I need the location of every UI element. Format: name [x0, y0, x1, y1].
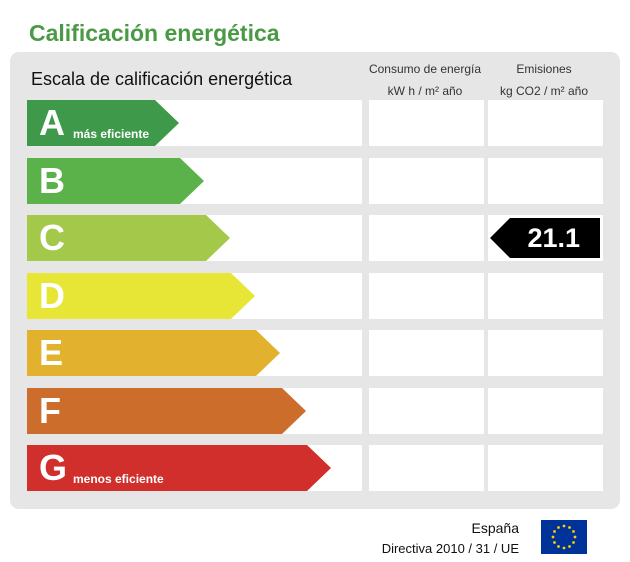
consumption-header-line1: Consumo de energía — [368, 62, 482, 76]
footer-directive: Directiva 2010 / 31 / UE — [381, 541, 519, 556]
grade-sublabel-g: menos eficiente — [73, 472, 164, 486]
emissions-header-line1: Emisiones — [516, 62, 572, 76]
grade-row-b: B — [27, 158, 362, 204]
consumption-cell-b — [369, 158, 484, 204]
grade-letter-g: G — [39, 447, 68, 488]
emissions-rating-value: 21.1 — [527, 223, 580, 253]
grade-letter-c: C — [39, 217, 65, 258]
grade-row-d: D — [27, 273, 362, 319]
emissions-cell-a — [488, 100, 603, 146]
consumption-cell-a — [369, 100, 484, 146]
scale-heading: Escala de calificación energética — [31, 69, 293, 89]
emissions-cell-f — [488, 388, 603, 434]
grade-row-e: E — [27, 330, 362, 376]
emissions-column-header: Emisiones kg CO2 / m² año — [485, 58, 603, 102]
eu-flag-icon — [541, 520, 587, 554]
grade-arrow-a: A más eficiente — [27, 100, 179, 146]
grade-arrow-g: G menos eficiente — [27, 445, 331, 491]
emissions-header-units: kg CO2 / m² año — [499, 84, 589, 98]
page-title: Calificación energética — [29, 20, 280, 46]
grade-letter-e: E — [39, 332, 64, 373]
grade-arrow-f: F — [27, 388, 306, 434]
grade-letter-f: F — [39, 390, 61, 431]
consumption-cell-c — [369, 215, 484, 261]
consumption-cell-f — [369, 388, 484, 434]
grade-sublabel-a: más eficiente — [73, 127, 150, 141]
footer-country: España — [471, 520, 519, 536]
consumption-column-header: Consumo de energía kW h / m² año — [366, 58, 484, 102]
grade-row-f: F — [27, 388, 362, 434]
emissions-cell-d — [488, 273, 603, 319]
consumption-cell-d — [369, 273, 484, 319]
emissions-cell-g — [488, 445, 603, 491]
grade-arrow-d: D — [27, 273, 255, 319]
grade-arrow-b: B — [27, 158, 204, 204]
grade-row-a: A más eficiente — [27, 100, 362, 146]
consumption-cell-e — [369, 330, 484, 376]
grade-arrow-c: C — [27, 215, 230, 261]
grade-row-c: C — [27, 215, 362, 261]
emissions-cell-c: 21.1 — [488, 215, 603, 261]
emissions-cell-e — [488, 330, 603, 376]
eu-flag-stars — [551, 524, 577, 550]
grade-row-g: G menos eficiente — [27, 445, 362, 491]
grade-letter-b: B — [39, 160, 65, 201]
consumption-header-units: kW h / m² año — [387, 84, 463, 98]
consumption-cell-g — [369, 445, 484, 491]
grade-letter-d: D — [39, 275, 65, 316]
grade-arrow-e: E — [27, 330, 280, 376]
emissions-cell-b — [488, 158, 603, 204]
emissions-rating-indicator: 21.1 — [490, 218, 600, 258]
grade-letter-a: A — [39, 102, 65, 143]
